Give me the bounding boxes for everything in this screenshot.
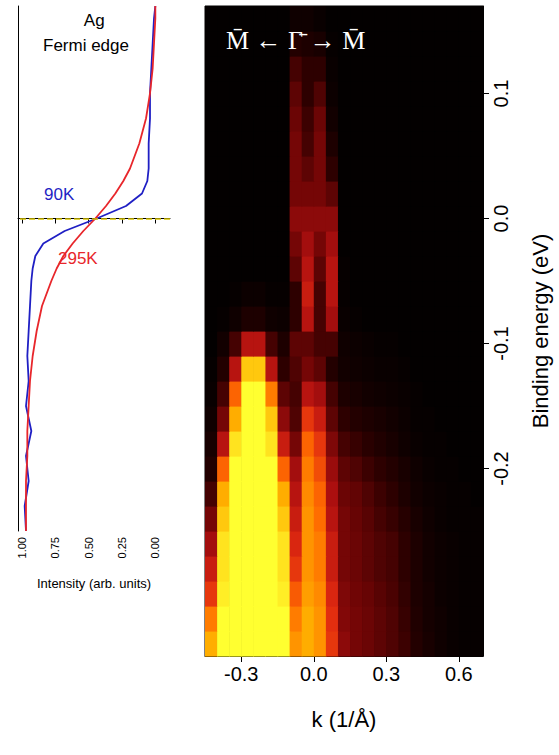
svg-text:-0.1: -0.1 bbox=[490, 326, 512, 360]
svg-text:0.25: 0.25 bbox=[116, 537, 128, 558]
svg-text:90K: 90K bbox=[44, 185, 75, 204]
svg-text:0.75: 0.75 bbox=[49, 537, 61, 558]
svg-text:0.6: 0.6 bbox=[445, 663, 473, 685]
svg-text:0.00: 0.00 bbox=[149, 537, 161, 558]
svg-text:M̄ ← Γ̄ → M̄: M̄ ← Γ̄ → M̄ bbox=[226, 26, 365, 55]
svg-text:295K: 295K bbox=[58, 249, 98, 268]
svg-text:Fermi edge: Fermi edge bbox=[43, 36, 129, 55]
svg-text:0.1: 0.1 bbox=[490, 80, 512, 108]
svg-text:Binding energy (eV): Binding energy (eV) bbox=[528, 234, 553, 428]
svg-text:-0.2: -0.2 bbox=[490, 451, 512, 485]
svg-text:-0.3: -0.3 bbox=[224, 663, 258, 685]
svg-text:0.50: 0.50 bbox=[83, 537, 95, 558]
svg-text:0.0: 0.0 bbox=[490, 205, 512, 233]
svg-text:0.0: 0.0 bbox=[300, 663, 328, 685]
svg-text:k (1/Å): k (1/Å) bbox=[312, 707, 377, 732]
svg-text:1.00: 1.00 bbox=[16, 537, 28, 558]
svg-text:Intensity (arb. units): Intensity (arb. units) bbox=[37, 576, 151, 591]
svg-text:0.3: 0.3 bbox=[372, 663, 400, 685]
svg-text:Ag: Ag bbox=[84, 11, 105, 30]
